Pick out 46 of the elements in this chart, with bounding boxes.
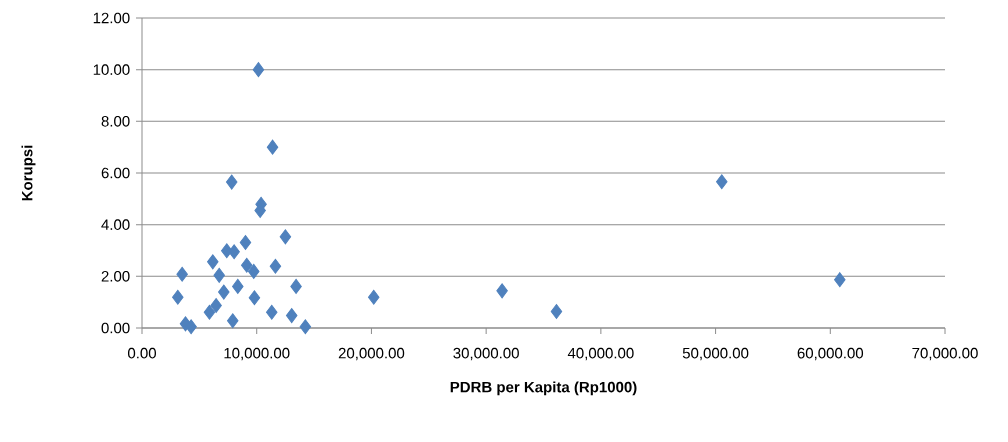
point xyxy=(285,308,298,324)
point xyxy=(269,258,282,274)
point xyxy=(213,267,225,283)
point xyxy=(172,289,184,305)
point xyxy=(834,272,846,288)
y-tick-label: 12.00 xyxy=(93,12,130,24)
y-tick-label: 8.00 xyxy=(101,116,130,127)
point xyxy=(299,319,312,335)
y-axis-title: Korupsi xyxy=(21,145,36,201)
point xyxy=(716,174,728,190)
point xyxy=(248,290,261,306)
point xyxy=(210,298,222,314)
point xyxy=(367,289,380,305)
point xyxy=(252,62,265,78)
y-tick-label: 6.00 xyxy=(101,167,130,179)
point xyxy=(226,313,239,329)
x-tick-label: 50,000.00 xyxy=(682,347,749,361)
point xyxy=(247,263,260,279)
x-tick-label: 40,000.00 xyxy=(567,347,634,361)
point xyxy=(239,234,252,250)
point xyxy=(218,284,230,300)
x-axis-title: PDRB per Kapita (Rp1000) xyxy=(450,381,637,396)
point xyxy=(496,283,508,299)
point xyxy=(221,243,233,259)
point xyxy=(185,319,197,335)
point xyxy=(240,257,253,273)
point xyxy=(266,304,278,320)
point xyxy=(225,174,238,190)
point xyxy=(207,254,219,270)
x-tick-label: 70,000.00 xyxy=(912,347,978,361)
point xyxy=(290,278,302,294)
y-tick-label: 0.00 xyxy=(101,322,130,334)
y-tick-label: 2.00 xyxy=(101,271,130,282)
x-tick-label: 10,000.00 xyxy=(224,347,290,361)
x-tick-label: 0.00 xyxy=(127,347,156,359)
x-tick-label: 60,000.00 xyxy=(797,347,864,361)
y-tick-label: 10.00 xyxy=(93,64,130,75)
point xyxy=(203,304,216,320)
y-tick-label: 4.00 xyxy=(101,219,130,230)
x-tick-label: 30,000.00 xyxy=(453,347,519,361)
point xyxy=(176,266,188,282)
x-tick-label: 20,000.00 xyxy=(338,347,405,361)
point xyxy=(279,229,292,245)
point xyxy=(550,303,563,319)
point xyxy=(232,278,244,294)
point xyxy=(266,139,279,155)
